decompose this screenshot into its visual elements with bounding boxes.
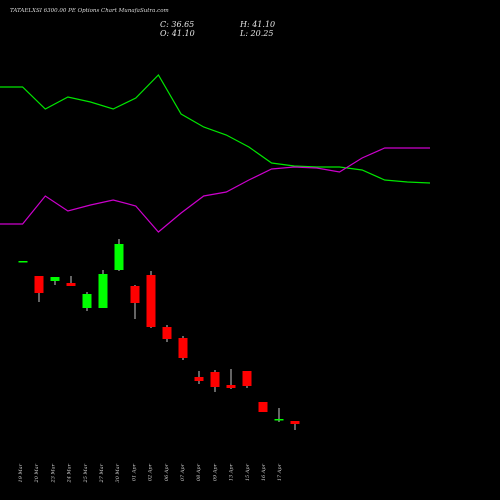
candle-body [146, 275, 156, 327]
x-tick-label: 17 Apr [277, 463, 283, 481]
x-axis-labels: 19 Mar 20 Mar 23 Mar 24 Mar 25 Mar 27 Mar 30 M… [18, 463, 283, 483]
candle [242, 371, 252, 388]
x-tick-label: 13 Apr [229, 463, 235, 481]
x-tick-label: 19 Mar [18, 463, 24, 482]
close-value: C: 36.65 [160, 20, 195, 29]
x-tick-label: 02 Apr [148, 463, 154, 481]
low-value: L: 20.25 [240, 29, 274, 38]
candle-body [162, 327, 172, 339]
candle-body [34, 276, 44, 293]
magenta-indicator-line [0, 147, 430, 233]
high-value: H: 41.10 [240, 20, 276, 29]
x-tick-label: 08 Apr [196, 463, 202, 481]
candle-body [82, 294, 92, 308]
chart-title: TATAELXSI 6300.00 PE Options Chart Munaf… [10, 8, 169, 14]
candle-body [66, 283, 76, 286]
x-tick-label: 23 Mar [50, 463, 56, 483]
candle-body [210, 372, 220, 387]
candle [210, 370, 220, 392]
candle-body [98, 274, 108, 308]
candle-body [114, 244, 124, 270]
candle-body [178, 338, 188, 358]
candle [34, 276, 44, 302]
candle [162, 325, 172, 342]
candle [274, 408, 284, 422]
x-tick-label: 16 Apr [261, 463, 267, 481]
x-tick-label: 20 Mar [34, 463, 40, 483]
candle-body [130, 286, 140, 303]
candle [178, 336, 188, 360]
candle [66, 276, 76, 286]
candle [18, 261, 28, 263]
candle [258, 402, 268, 412]
open-value: O: 41.10 [160, 29, 195, 38]
x-tick-label: 15 Apr [245, 463, 251, 481]
candle [50, 277, 60, 285]
x-tick-label: 06 Apr [164, 463, 170, 481]
candle [130, 285, 140, 319]
candle [226, 369, 236, 389]
x-tick-label: 09 Apr [212, 463, 218, 481]
x-tick-label: 24 Mar [67, 463, 73, 483]
candle-body [290, 421, 300, 424]
candles-layer [18, 239, 300, 430]
x-tick-label: 27 Mar [99, 463, 105, 483]
candle [290, 421, 300, 430]
x-tick-label: 07 Apr [180, 463, 186, 481]
x-tick-label: 01 Apr [131, 463, 137, 481]
x-tick-label: 25 Mar [83, 463, 89, 483]
candle-body [258, 402, 268, 412]
candle-body [274, 419, 284, 421]
candle [194, 371, 204, 384]
x-tick-label: 30 Mar [115, 463, 121, 482]
candle-body [18, 261, 28, 263]
candle-body [226, 385, 236, 388]
candle-body [50, 277, 60, 281]
candle [146, 271, 156, 328]
candle [98, 270, 108, 308]
indicator-lines [0, 74, 431, 233]
candle [82, 292, 92, 311]
candle-body [242, 371, 252, 386]
candle-body [194, 377, 204, 381]
green-indicator-line [0, 74, 431, 184]
candle [114, 239, 124, 271]
